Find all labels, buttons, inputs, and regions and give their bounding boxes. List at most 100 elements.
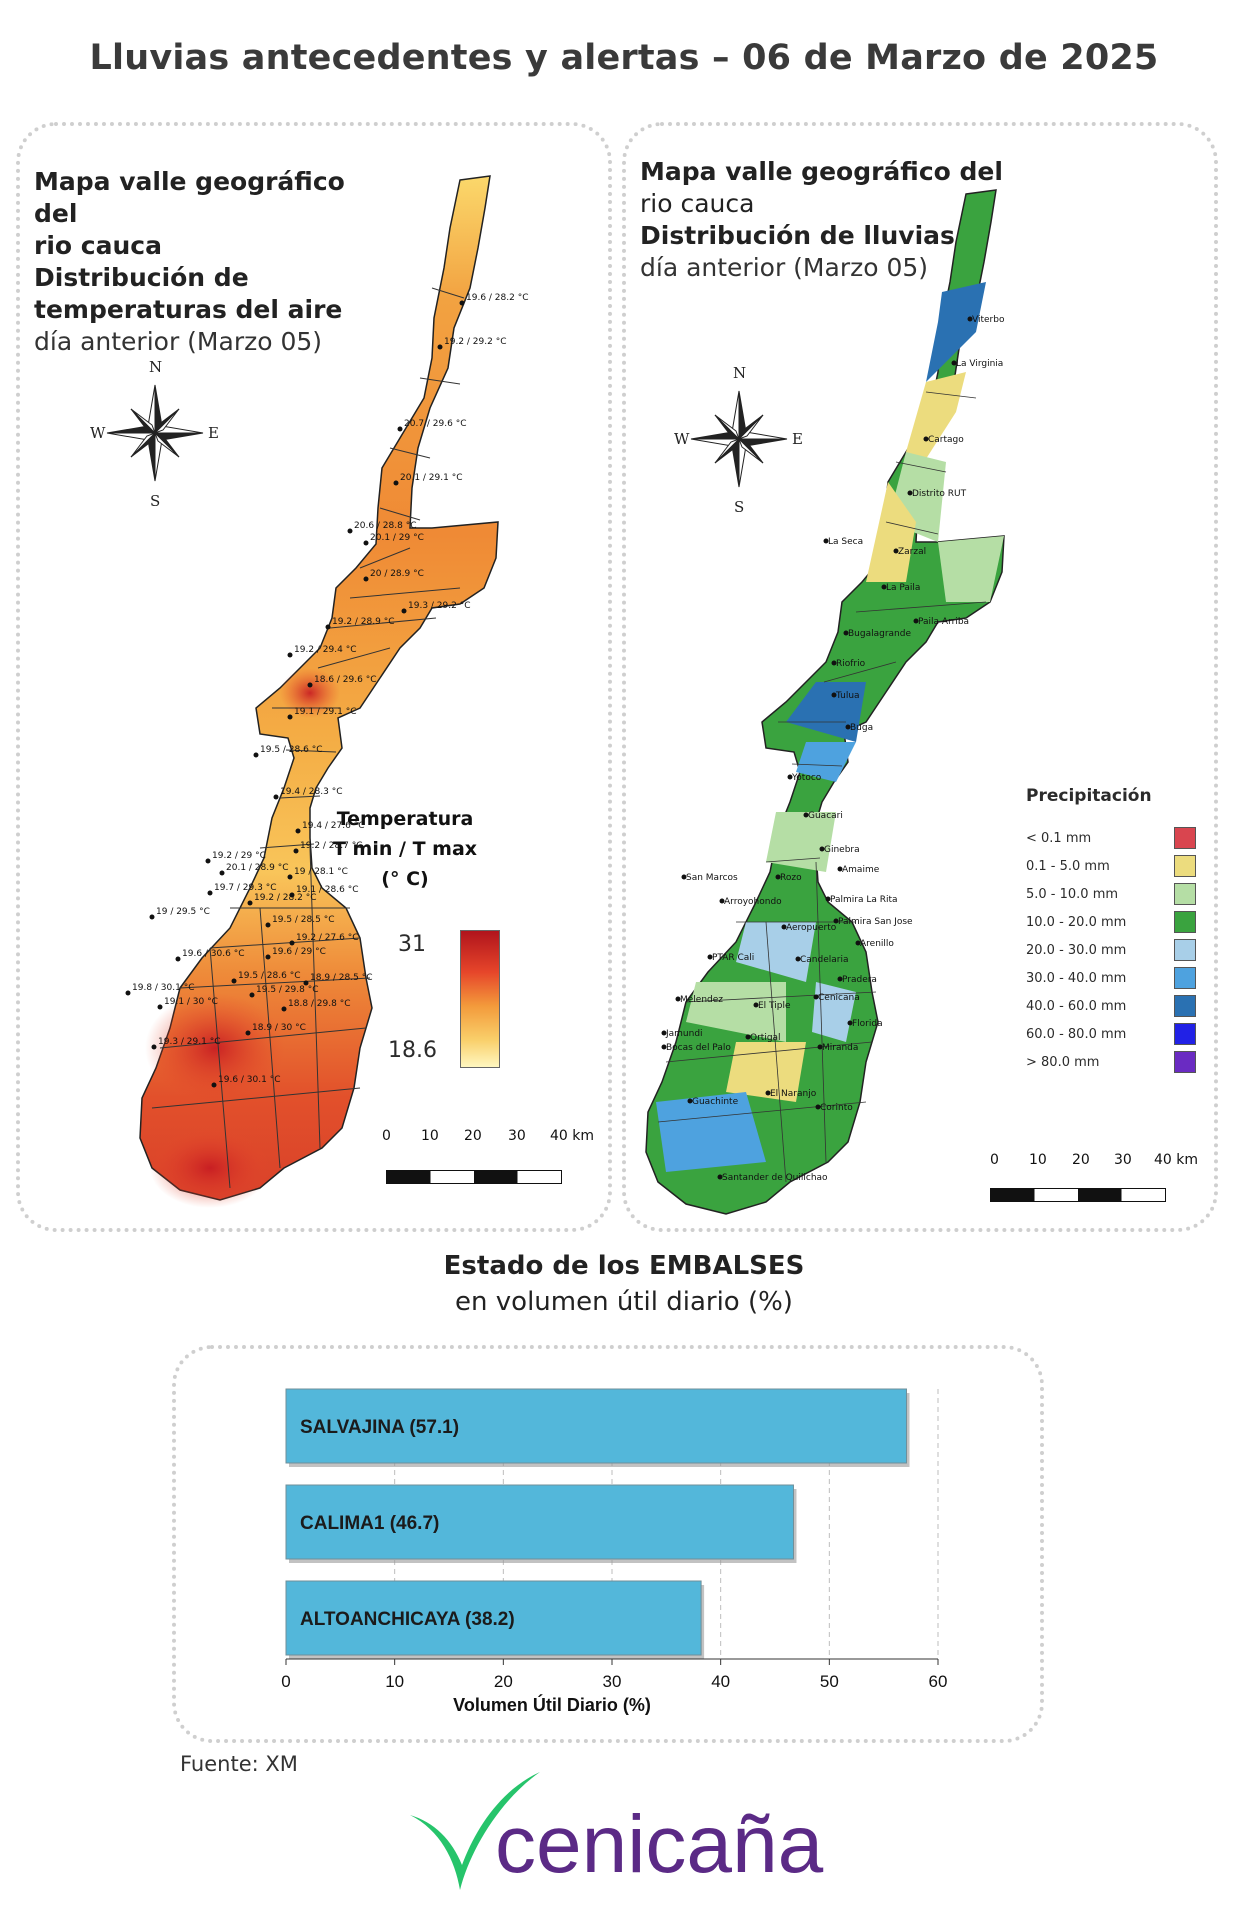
rain-station: Bocas del Palo xyxy=(661,1043,731,1053)
rain-station: Arenillo xyxy=(855,939,894,949)
temperature-station: 20.6 / 28.8 °C xyxy=(347,521,416,534)
bar-label: SALVAJINA (57.1) xyxy=(300,1417,459,1438)
station-dot xyxy=(281,1006,287,1012)
temperature-station: 19.2 / 28.9 °C xyxy=(325,617,394,630)
temperature-station: 19.4 / 27.6 °C xyxy=(295,821,364,834)
station-label: 19.3 / 29.2 °C xyxy=(408,601,470,611)
temperature-map-panel: Mapa valle geográfico del rio cauca Dist… xyxy=(16,122,612,1232)
station-label: 19.6 / 30.6 °C xyxy=(182,949,244,959)
rain-legend-item: 30.0 - 40.0 mm xyxy=(1026,964,1196,992)
temperature-station: 19.8 / 30.1 °C xyxy=(125,983,194,996)
station-dot xyxy=(787,774,793,780)
station-label: Cenicana xyxy=(818,993,860,1003)
station-dot xyxy=(211,1082,217,1088)
rain-station: PTAR Cali xyxy=(707,953,754,963)
station-label: PTAR Cali xyxy=(712,953,754,963)
station-label: Rozo xyxy=(780,873,802,883)
station-label: 19.1 / 28.6 °C xyxy=(296,885,358,895)
temperature-station: 19.3 / 29.2 °C xyxy=(401,601,470,614)
station-label: 20.1 / 29.1 °C xyxy=(400,473,462,483)
temp-title-line: Distribución de xyxy=(34,263,249,292)
x-tick-label: 60 xyxy=(929,1672,948,1691)
reservoir-heading-sub: en volumen útil diario (%) xyxy=(455,1287,793,1317)
station-label: La Paila xyxy=(886,583,920,593)
station-label: 19 / 28.1 °C xyxy=(294,867,348,877)
compass-s: S xyxy=(150,492,160,508)
station-label: Ginebra xyxy=(824,845,860,855)
scale-tick: 30 xyxy=(508,1128,526,1144)
station-label: Arenillo xyxy=(860,939,894,949)
station-dot xyxy=(265,954,271,960)
station-dot xyxy=(881,584,887,590)
station-label: Yotoco xyxy=(791,773,822,783)
rain-legend-label: 60.0 - 80.0 mm xyxy=(1026,1026,1127,1042)
station-dot xyxy=(393,480,399,486)
reservoir-bar-chart: SALVAJINA (57.1) CALIMA1 (46.7) ALTOANCHIC… xyxy=(281,1388,948,1715)
rain-station: Bugalagrande xyxy=(843,629,911,639)
station-dot xyxy=(707,954,713,960)
station-dot xyxy=(967,316,973,322)
station-label: Bugalagrande xyxy=(848,629,911,639)
temperature-station: 19.2 / 28.7 °C xyxy=(293,841,362,854)
station-label: 20 / 28.9 °C xyxy=(370,569,424,579)
station-dot xyxy=(151,1044,157,1050)
rain-station: Zarzal xyxy=(893,547,926,557)
rain-station: Jamundi xyxy=(661,1029,703,1039)
rain-title-strong: Distribución de lluvias xyxy=(640,221,955,250)
station-label: Florida xyxy=(852,1019,883,1029)
temperature-station: 19.7 / 29.3 °C xyxy=(207,883,276,896)
rain-legend-item: < 0.1 mm xyxy=(1026,824,1196,852)
station-label: 19.6 / 30.1 °C xyxy=(218,1075,280,1085)
compass-e: E xyxy=(208,424,219,442)
rain-legend-label: 30.0 - 40.0 mm xyxy=(1026,970,1127,986)
rain-station: Ortigal xyxy=(745,1033,781,1043)
temp-legend-min: 18.6 xyxy=(388,1038,437,1063)
scale-tick: 0 xyxy=(382,1128,391,1144)
station-dot xyxy=(401,608,407,614)
rain-station: Florida xyxy=(847,1019,883,1029)
station-label: Zarzal xyxy=(898,547,926,557)
compass-n: N xyxy=(149,358,162,376)
temperature-station: 20 / 28.9 °C xyxy=(363,569,424,582)
station-label: 19.5 / 28.5 °C xyxy=(272,915,334,925)
scale-tick: 10 xyxy=(421,1128,439,1144)
temperature-station: 19.1 / 30 °C xyxy=(157,997,218,1010)
station-label: 19.6 / 29 °C xyxy=(272,947,326,957)
station-dot xyxy=(265,922,271,928)
bar-altoanchicaya xyxy=(285,1580,702,1656)
compass-e: E xyxy=(792,430,803,448)
station-label: 19.2 / 29.2 °C xyxy=(444,337,506,347)
station-dot xyxy=(459,300,465,306)
scale-tick: 40 km xyxy=(550,1128,595,1144)
rain-station: La Virginia xyxy=(951,359,1003,369)
compass-w: W xyxy=(90,424,106,442)
rain-station: Cartago xyxy=(923,435,964,445)
rain-title-line: rio cauca xyxy=(640,189,755,218)
rain-station: Rozo xyxy=(775,873,802,883)
rain-legend-swatch xyxy=(1174,1051,1196,1073)
reservoir-chart-panel: SALVAJINA (57.1) CALIMA1 (46.7) ALTOANCHIC… xyxy=(172,1345,1044,1743)
station-label: 19.4 / 27.6 °C xyxy=(302,821,364,831)
rain-legend-item: 40.0 - 60.0 mm xyxy=(1026,992,1196,1020)
rain-legend-label: 20.0 - 30.0 mm xyxy=(1026,942,1127,958)
station-dot xyxy=(661,1044,667,1050)
temperature-station: 19.2 / 27.6 °C xyxy=(289,933,358,946)
station-dot xyxy=(803,812,809,818)
station-label: La Virginia xyxy=(956,359,1003,369)
rain-legend-swatch xyxy=(1174,827,1196,849)
station-dot xyxy=(253,752,259,758)
station-label: 19.2 / 29.4 °C xyxy=(294,645,356,655)
station-label: 20.1 / 29 °C xyxy=(370,533,424,543)
rain-legend-swatch xyxy=(1174,855,1196,877)
scale-bar xyxy=(386,1170,562,1184)
temperature-station: 19.1 / 28.6 °C xyxy=(289,885,358,898)
source-label: Fuente: XM xyxy=(180,1752,298,1776)
station-dot xyxy=(175,956,181,962)
station-dot xyxy=(813,994,819,1000)
rain-station: Corinto xyxy=(815,1103,853,1113)
station-label: Jamundi xyxy=(665,1029,703,1039)
station-label: 19.6 / 28.2 °C xyxy=(466,293,528,303)
rain-station: Guacari xyxy=(803,811,843,821)
station-label: Amaime xyxy=(842,865,880,875)
compass-rose-icon: N S E W xyxy=(674,364,803,514)
